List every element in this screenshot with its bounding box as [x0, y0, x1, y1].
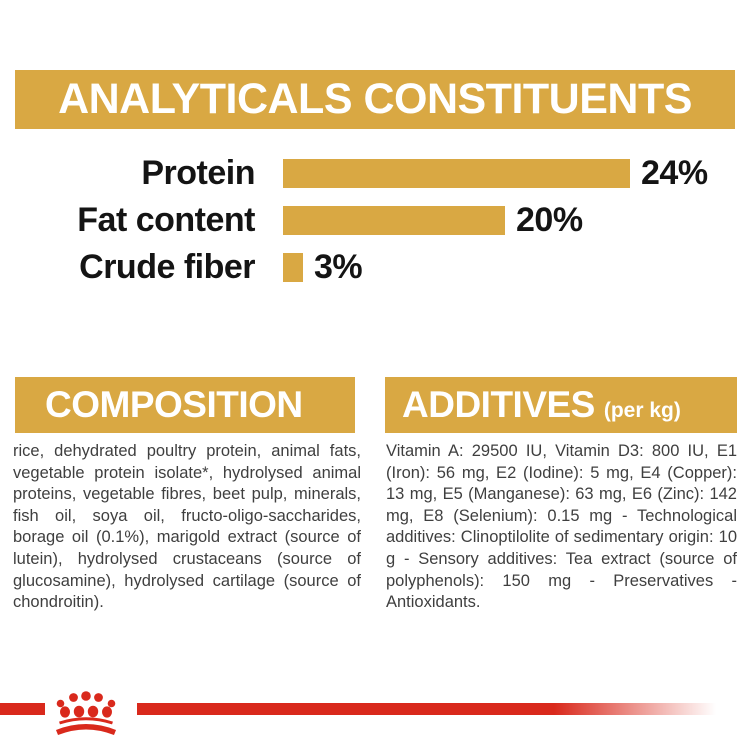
chart-row: Protein 24% [0, 150, 750, 197]
additives-header: ADDITIVES (per kg) [385, 377, 737, 433]
crown-arc-upper [59, 717, 113, 725]
red-stripe-right [137, 703, 716, 715]
chart-row: Crude fiber 3% [0, 244, 750, 291]
chart-value-label: 20% [516, 201, 583, 239]
chart-bar [283, 253, 303, 282]
chart-bar [283, 159, 630, 188]
composition-heading: COMPOSITION [45, 384, 303, 425]
analytical-constituents-header: ANALYTICALS CONSTITUENTS [15, 70, 735, 129]
additives-heading-unit: (per kg) [603, 399, 681, 422]
analytical-constituents-title: ANALYTICALS CONSTITUENTS [58, 75, 692, 123]
chart-category-label: Crude fiber [79, 248, 255, 286]
composition-header: COMPOSITION [15, 377, 355, 433]
crown-dots [56, 691, 116, 718]
crown-arc-lower [55, 724, 117, 736]
chart-bar [283, 206, 505, 235]
royal-canin-crown-logo [55, 691, 117, 736]
chart-value-label: 24% [641, 154, 708, 192]
chart-row: Fat content 20% [0, 197, 750, 244]
additives-heading: ADDITIVES [402, 384, 595, 425]
analytical-constituents-chart: Protein 24% Fat content 20% Crude fiber 3% [0, 150, 750, 291]
chart-category-label: Protein [141, 154, 255, 192]
composition-text: rice, dehydrated poultry protein, animal… [13, 442, 361, 612]
red-stripe-left [0, 703, 45, 715]
chart-value-label: 3% [314, 248, 363, 286]
additives-text: Vitamin A: 29500 IU, Vitamin D3: 800 IU,… [386, 442, 737, 612]
chart-category-label: Fat content [77, 201, 255, 239]
